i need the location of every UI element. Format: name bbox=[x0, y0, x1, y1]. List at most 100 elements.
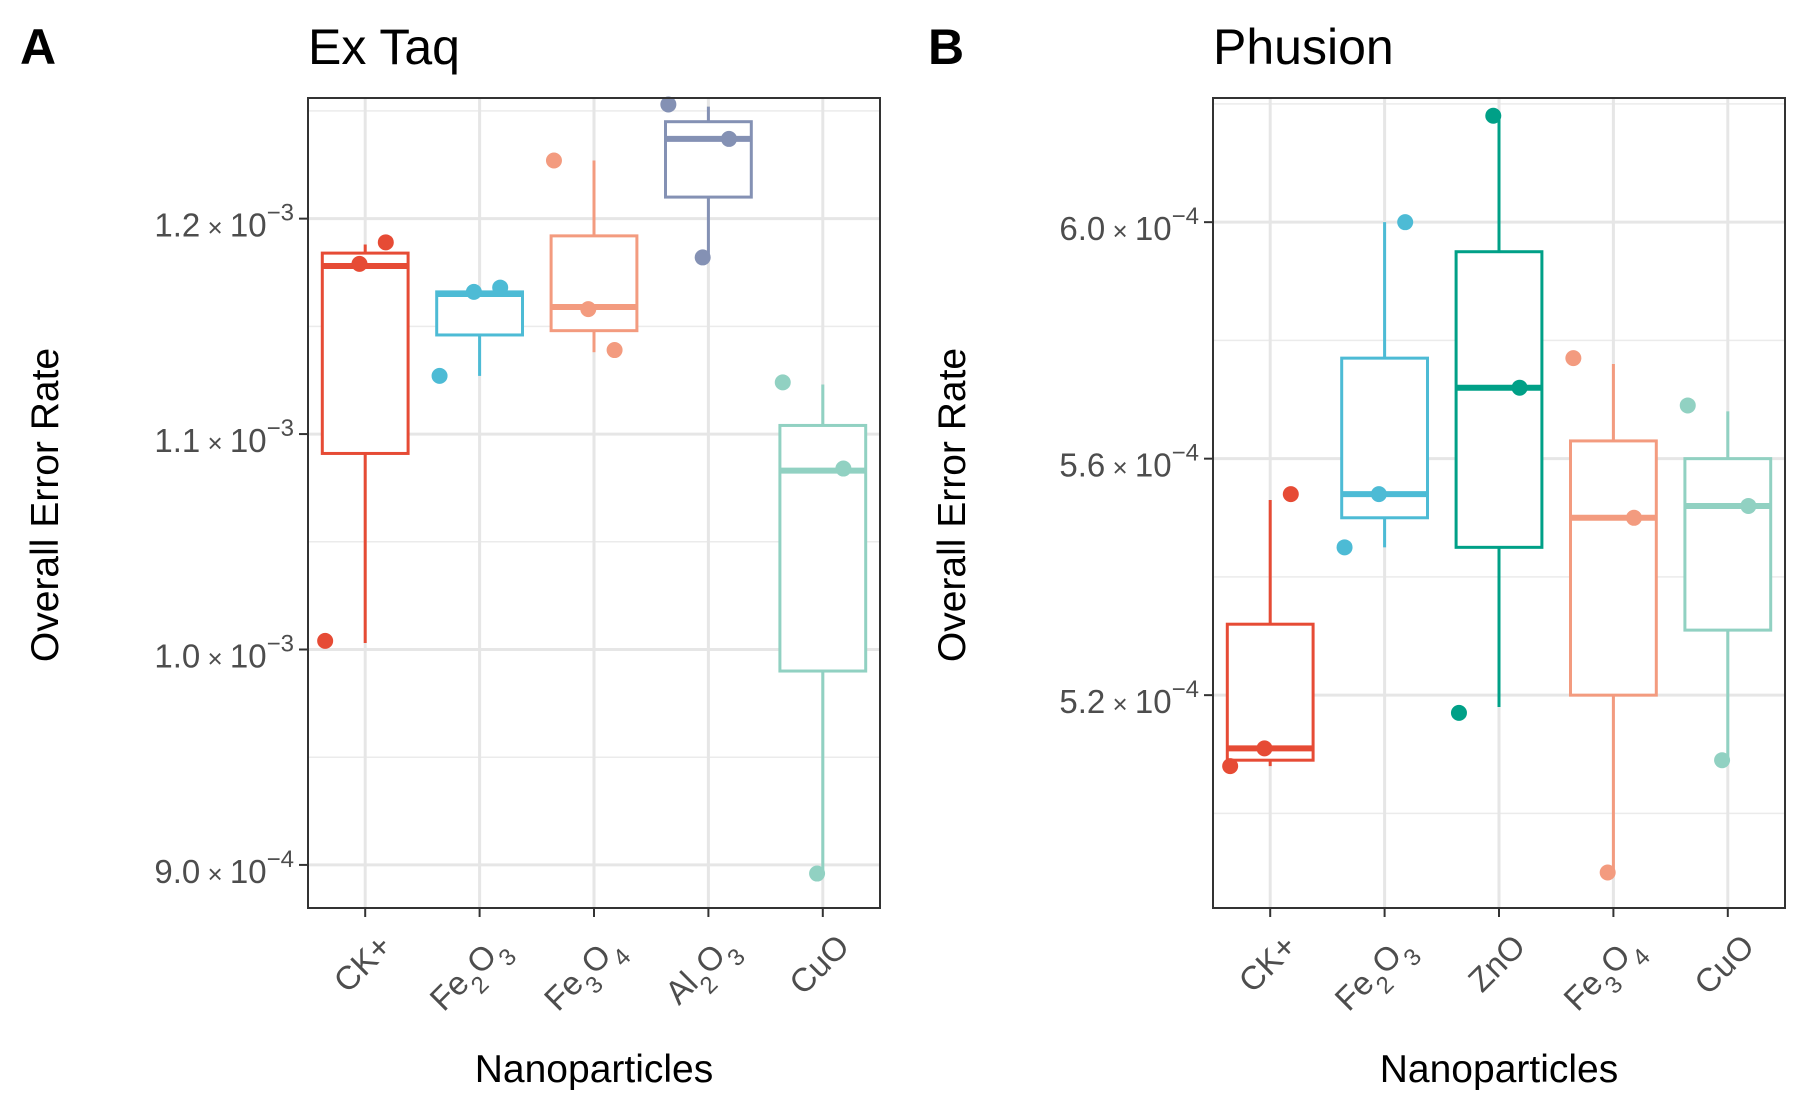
panel-a: 9.0 × 10−41.0 × 10−31.1 × 10−31.2 × 10−3… bbox=[20, 19, 881, 1091]
label-part: CuO bbox=[782, 927, 856, 1001]
y-tick-label: 1.0 × 10−3 bbox=[154, 630, 294, 674]
data-point bbox=[1714, 752, 1731, 769]
y-tick-base: 10 bbox=[230, 637, 267, 674]
label-part: CuO bbox=[1687, 927, 1761, 1001]
data-point bbox=[492, 279, 509, 296]
label-part: CK+ bbox=[326, 927, 398, 999]
box-body bbox=[435, 290, 525, 337]
data-point bbox=[1740, 497, 1757, 514]
y-tick-times: × bbox=[200, 859, 230, 889]
y-tick-exponent: −4 bbox=[1172, 203, 1199, 230]
y-tick-exponent: −3 bbox=[267, 630, 294, 657]
data-point bbox=[317, 632, 334, 649]
panel-title: Phusion bbox=[1213, 19, 1394, 75]
data-point bbox=[377, 234, 394, 251]
panel-title: Ex Taq bbox=[308, 19, 460, 75]
label-part: ZnO bbox=[1461, 927, 1533, 999]
box-body bbox=[664, 120, 753, 199]
label-part: CK+ bbox=[1231, 927, 1303, 999]
y-tick-base: 10 bbox=[230, 207, 267, 244]
data-point bbox=[720, 130, 737, 147]
label-part: O bbox=[459, 937, 503, 981]
label-part: Al bbox=[658, 964, 705, 1011]
data-point bbox=[660, 96, 677, 113]
box-CuO bbox=[774, 374, 868, 882]
box-body bbox=[1225, 622, 1315, 762]
panel-label: A bbox=[20, 19, 56, 75]
data-point bbox=[545, 152, 562, 169]
y-tick-mantissa: 9.0 bbox=[154, 853, 200, 890]
x-tick-label-CK+: CK+ bbox=[326, 927, 398, 999]
x-tick-label-ZnO: ZnO bbox=[1461, 927, 1533, 999]
y-tick-mantissa: 1.0 bbox=[154, 637, 200, 674]
data-point bbox=[1565, 350, 1582, 367]
y-tick-label: 6.0 × 10−4 bbox=[1059, 203, 1199, 247]
box-CuO bbox=[1679, 397, 1773, 769]
y-tick-label: 1.2 × 10−3 bbox=[154, 200, 294, 244]
y-tick-mantissa: 6.0 bbox=[1059, 210, 1105, 247]
box-body bbox=[320, 251, 410, 455]
x-tick-label-CuO: CuO bbox=[1687, 927, 1761, 1001]
box-CK+ bbox=[317, 234, 410, 649]
label-part: Fe bbox=[422, 964, 475, 1017]
x-axis-title: Nanoparticles bbox=[475, 1048, 713, 1091]
data-point bbox=[1625, 509, 1642, 526]
data-point bbox=[1485, 107, 1502, 124]
y-tick-label: 1.1 × 10−3 bbox=[154, 415, 294, 459]
y-tick-times: × bbox=[1105, 453, 1135, 483]
y-tick-base: 10 bbox=[1135, 447, 1172, 484]
data-point bbox=[1679, 397, 1696, 414]
y-tick-base: 10 bbox=[230, 853, 267, 890]
y-axis-title: Overall Error Rate bbox=[24, 348, 67, 662]
label-part: O bbox=[688, 937, 732, 981]
y-tick-exponent: −4 bbox=[1172, 676, 1199, 703]
box-body bbox=[1454, 250, 1544, 549]
x-tick-label-Al2O3: Al2O3 bbox=[658, 927, 751, 1020]
y-tick-times: × bbox=[200, 643, 230, 673]
data-point bbox=[1397, 214, 1414, 231]
box-Al2O3 bbox=[660, 96, 753, 266]
label-part: O bbox=[1593, 937, 1637, 981]
x-tick-label-Fe3O4: Fe3O4 bbox=[537, 927, 636, 1026]
box-body bbox=[1683, 457, 1773, 632]
data-point bbox=[809, 865, 826, 882]
x-tick-label-CuO: CuO bbox=[782, 927, 856, 1001]
data-point bbox=[465, 283, 482, 300]
y-tick-times: × bbox=[1105, 689, 1135, 719]
x-tick-label-Fe2O3: Fe2O3 bbox=[422, 927, 521, 1026]
box-body bbox=[1569, 439, 1658, 697]
data-point bbox=[1450, 704, 1467, 721]
box-body bbox=[778, 423, 868, 673]
label-part: O bbox=[1364, 937, 1408, 981]
data-point bbox=[694, 249, 711, 266]
data-point bbox=[1222, 758, 1239, 775]
box-Fe2O3 bbox=[431, 279, 525, 384]
x-tick-label-Fe3O4: Fe3O4 bbox=[1556, 927, 1655, 1026]
data-point bbox=[1256, 740, 1273, 757]
y-tick-base: 10 bbox=[230, 422, 267, 459]
y-tick-mantissa: 5.2 bbox=[1059, 683, 1105, 720]
box-Fe3O4 bbox=[545, 152, 639, 359]
data-point bbox=[1336, 539, 1353, 556]
x-tick-label-CK+: CK+ bbox=[1231, 927, 1303, 999]
y-tick-label: 9.0 × 10−4 bbox=[154, 846, 294, 890]
y-tick-base: 10 bbox=[1135, 210, 1172, 247]
y-tick-exponent: −3 bbox=[267, 415, 294, 442]
y-axis-title: Overall Error Rate bbox=[931, 348, 974, 662]
data-point bbox=[1282, 486, 1299, 503]
label-part: Fe bbox=[1327, 964, 1380, 1017]
y-tick-exponent: −4 bbox=[267, 846, 294, 873]
x-axis-title: Nanoparticles bbox=[1380, 1048, 1618, 1091]
x-tick-label-Fe2O3: Fe2O3 bbox=[1327, 927, 1426, 1026]
panel-label: B bbox=[928, 19, 964, 75]
y-tick-times: × bbox=[1105, 216, 1135, 246]
y-tick-times: × bbox=[200, 428, 230, 458]
data-point bbox=[351, 255, 368, 272]
label-part: O bbox=[574, 937, 618, 981]
data-point bbox=[580, 301, 597, 318]
box-Fe2O3 bbox=[1336, 214, 1429, 556]
data-point bbox=[774, 374, 791, 391]
y-tick-base: 10 bbox=[1135, 683, 1172, 720]
y-tick-mantissa: 5.6 bbox=[1059, 447, 1105, 484]
